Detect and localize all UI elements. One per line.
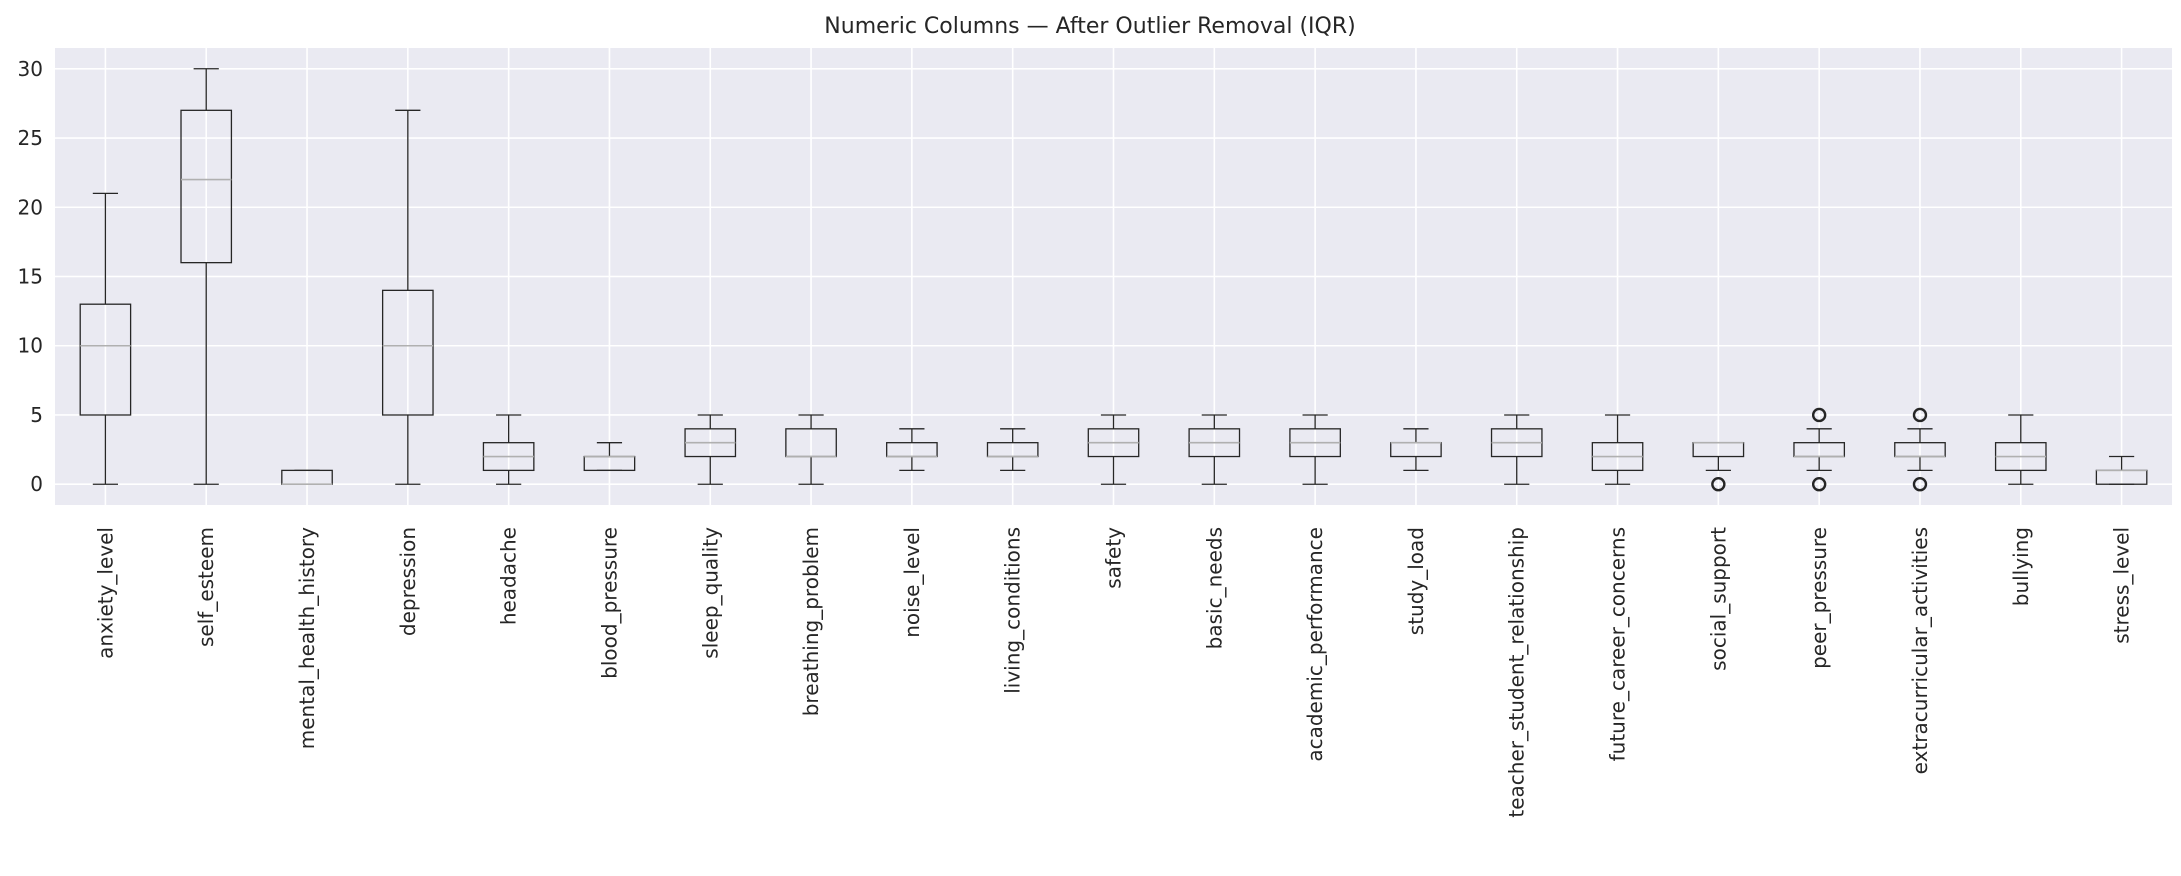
y-tick-label: 15 [18, 265, 43, 289]
box-safety [1087, 414, 1140, 485]
y-tick-label: 20 [18, 195, 43, 219]
box-extracurricular-activities [1894, 407, 1946, 492]
outlier-point [1811, 407, 1827, 423]
x-axis-ticks: anxiety_level self_esteem mental_health_hi… [93, 527, 2133, 818]
box-social-support [1692, 441, 1745, 492]
y-tick-label: 5 [30, 403, 43, 427]
x-tick-label: teacher_student_relationship [1505, 527, 1529, 818]
x-tick-label: study_load [1404, 527, 1428, 635]
y-tick-label: 30 [18, 57, 43, 81]
box-teacher-student-relationship [1490, 414, 1543, 485]
box-future-career-concerns [1591, 414, 1644, 485]
outlier-point [1912, 407, 1928, 423]
box-breathing-problem [785, 414, 837, 485]
outlier-point [1811, 477, 1827, 492]
x-tick-label: basic_needs [1202, 527, 1226, 649]
y-tick-label: 10 [18, 334, 43, 358]
box-anxiety-level [79, 192, 132, 485]
x-tick-label: social_support [1706, 527, 1730, 671]
x-tick-label: mental_health_history [295, 527, 319, 749]
y-axis-ticks: 0 5 10 15 20 25 30 [18, 57, 43, 496]
box-headache [482, 414, 535, 485]
box-bullying [1994, 414, 2047, 485]
x-tick-label: extracurricular_activities [1908, 527, 1932, 774]
outlier-point [1711, 477, 1726, 492]
y-tick-label: 25 [18, 126, 43, 150]
x-tick-label: bullying [2009, 527, 2033, 606]
x-tick-label: peer_pressure [1807, 527, 1831, 669]
x-tick-label: self_esteem [194, 527, 218, 647]
x-tick-label: living_conditions [1001, 527, 1025, 694]
x-tick-label: anxiety_level [93, 527, 117, 659]
box-noise-level [886, 428, 938, 472]
x-tick-label: headache [497, 527, 521, 625]
box-body [180, 109, 233, 264]
x-tick-label: future_career_concerns [1606, 527, 1630, 761]
box-study-load [1390, 428, 1442, 472]
box-stress-level [2095, 455, 2148, 485]
y-tick-label: 0 [30, 472, 43, 496]
outlier-point [1912, 477, 1928, 492]
box-blood-pressure [583, 442, 636, 472]
box-sleep-quality [684, 414, 737, 485]
box-peer-pressure [1793, 407, 1846, 492]
box-living-conditions [986, 428, 1039, 472]
x-tick-label: blood_pressure [597, 527, 621, 679]
x-tick-label: sleep_quality [698, 527, 722, 659]
x-tick-label: noise_level [900, 527, 924, 638]
box-mental-health-history [281, 469, 333, 486]
x-tick-label: safety [1102, 527, 1126, 589]
box-body [381, 289, 434, 416]
boxes [79, 68, 2148, 492]
x-tick-label: academic_performance [1303, 527, 1327, 762]
x-tick-label: depression [396, 527, 420, 636]
box-body [79, 303, 132, 416]
box-basic-needs [1188, 414, 1241, 485]
x-tick-label: stress_level [2110, 527, 2134, 644]
x-tick-label: breathing_problem [799, 527, 823, 716]
box-depression [381, 109, 434, 485]
box-academic-performance [1289, 414, 1341, 485]
box-self-esteem [180, 68, 233, 485]
chart-title: Numeric Columns — After Outlier Removal … [824, 14, 1355, 39]
